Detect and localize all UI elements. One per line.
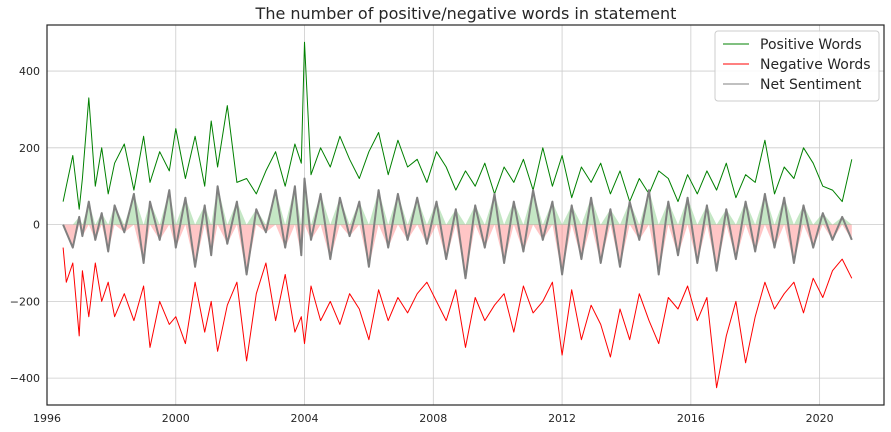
plot-frame: [46, 24, 885, 406]
legend: Positive Words Negative Words Net Sentimen…: [714, 30, 880, 102]
negative-words-line: [62, 247, 853, 389]
x-tick-label: 2012: [548, 412, 576, 425]
legend-label: Net Sentiment: [760, 77, 862, 93]
legend-negative-words: Negative Words: [723, 57, 871, 73]
legend-net-sentiment: Net Sentiment: [723, 77, 862, 93]
legend-label: Negative Words: [760, 57, 871, 73]
y-tick-label: 400: [19, 65, 40, 78]
x-tick-label: 2000: [162, 412, 190, 425]
positive-words-line: [62, 41, 853, 210]
net-positive-fill: [63, 178, 852, 225]
y-tick-label: −200: [10, 295, 40, 308]
series-lines: [62, 41, 853, 389]
y-tick-label: −400: [10, 372, 40, 385]
y-tick-label: 0: [33, 219, 40, 232]
x-tick-label: 2004: [291, 412, 319, 425]
x-axis: 1996 2000 2004 2008 2012 2016 2020: [33, 412, 834, 425]
legend-positive-words: Positive Words: [723, 37, 862, 53]
x-tick-label: 2008: [419, 412, 447, 425]
grid: [46, 25, 884, 405]
x-tick-label: 2020: [806, 412, 834, 425]
y-tick-label: 200: [19, 142, 40, 155]
net-sentiment-line: [62, 177, 853, 280]
y-axis: −400 −200 0 200 400: [10, 65, 40, 385]
x-tick-label: 2016: [677, 412, 705, 425]
legend-label: Positive Words: [760, 37, 862, 53]
legend-box: [714, 30, 880, 102]
chart-title: The number of positive/negative words in…: [255, 4, 677, 23]
x-tick-label: 1996: [33, 412, 61, 425]
